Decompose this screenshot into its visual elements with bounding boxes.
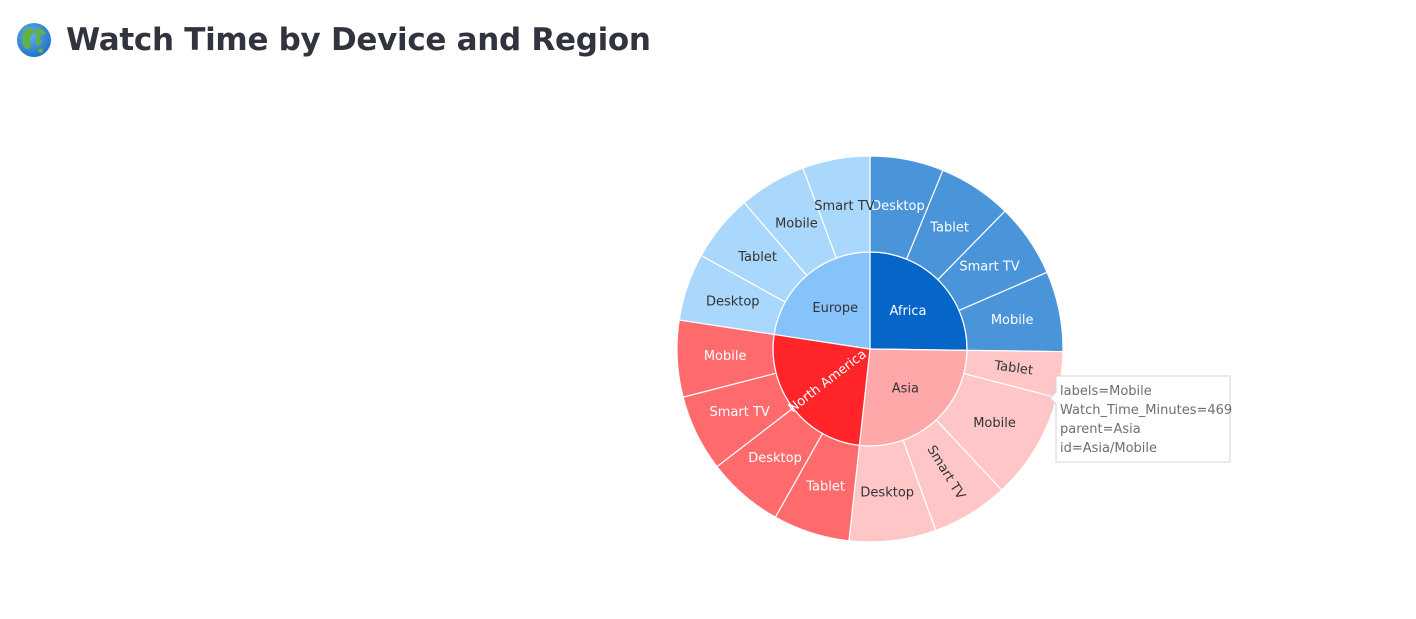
tooltip-line: Watch_Time_Minutes=469 xyxy=(1060,403,1232,418)
sunburst-segments xyxy=(676,155,1064,543)
page-title: Watch Time by Device and Region xyxy=(66,22,651,58)
hover-tooltip: labels=Mobile Watch_Time_Minutes=469paren… xyxy=(1049,375,1232,463)
segment-europe-smart-tv[interactable] xyxy=(802,155,871,259)
tooltip-line: labels=Mobile xyxy=(1060,384,1152,399)
page-header: Watch Time by Device and Region xyxy=(16,18,651,62)
tooltip-line: parent=Asia xyxy=(1060,422,1141,437)
globe-icon xyxy=(17,23,51,57)
tooltip-box xyxy=(1049,375,1231,463)
tooltip-line: id=Asia/Mobile xyxy=(1060,441,1157,456)
